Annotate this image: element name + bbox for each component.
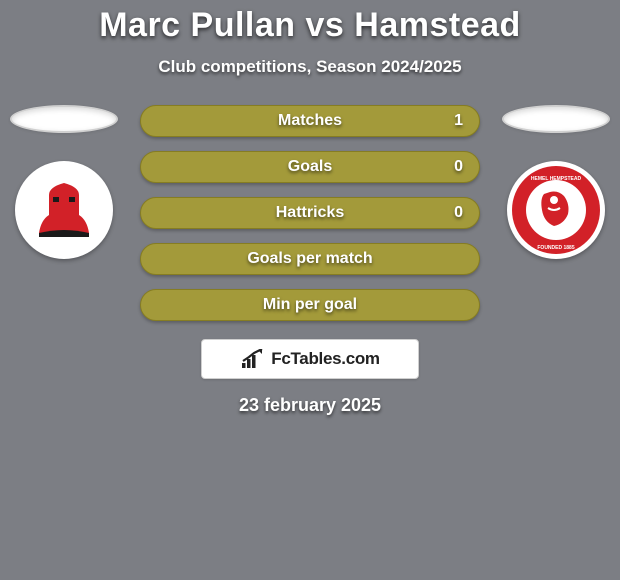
right-column: HEMEL HEMPSTEAD FOUNDED 1885 [500,105,612,259]
right-logo-container: HEMEL HEMPSTEAD FOUNDED 1885 [507,161,605,259]
stat-value: 0 [454,204,463,222]
fctables-icon [240,349,268,369]
stat-value: 1 [454,112,463,130]
stats-column: Matches 1 Goals 0 Hattricks 0 Goals per … [140,105,480,321]
stat-bar-goals: Goals 0 [140,151,480,183]
left-ellipse [10,105,118,133]
right-ellipse [502,105,610,133]
stat-bar-goals-per-match: Goals per match [140,243,480,275]
stat-bar-hattricks: Hattricks 0 [140,197,480,229]
stat-label: Matches [278,112,342,130]
stat-label: Hattricks [276,204,344,222]
svg-text:FOUNDED 1885: FOUNDED 1885 [537,245,574,251]
stat-value: 0 [454,158,463,176]
eastbourne-logo-icon [29,175,99,245]
stat-label: Goals [288,158,332,176]
brand-badge[interactable]: FcTables.com [201,339,419,379]
stat-label: Min per goal [263,296,357,314]
left-column [8,105,120,259]
page-subtitle: Club competitions, Season 2024/2025 [0,57,620,77]
date-text: 23 february 2025 [0,395,620,416]
stat-bar-min-per-goal: Min per goal [140,289,480,321]
brand-text: FcTables.com [271,349,380,369]
left-logo-container [15,161,113,259]
hemel-hempstead-logo-icon: HEMEL HEMPSTEAD FOUNDED 1885 [510,164,602,256]
stat-bar-matches: Matches 1 [140,105,480,137]
comparison-row: Matches 1 Goals 0 Hattricks 0 Goals per … [0,105,620,321]
page-title: Marc Pullan vs Hamstead [0,0,620,45]
stat-label: Goals per match [247,250,372,268]
svg-text:HEMEL HEMPSTEAD: HEMEL HEMPSTEAD [531,176,582,182]
